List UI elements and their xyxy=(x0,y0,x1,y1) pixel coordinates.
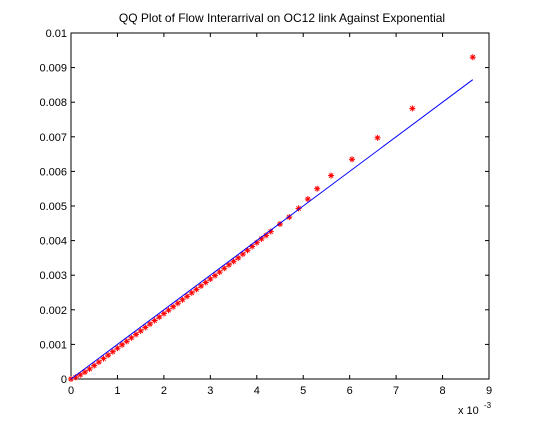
data-point-marker xyxy=(100,355,107,362)
data-point-marker xyxy=(409,105,416,112)
x-tick-label: 8 xyxy=(439,385,445,397)
data-point-marker xyxy=(198,282,205,289)
data-point-marker xyxy=(86,365,93,372)
data-point-marker xyxy=(295,205,302,212)
data-point-marker xyxy=(244,247,251,254)
data-point-marker xyxy=(119,341,126,348)
data-point-marker xyxy=(188,289,195,296)
plot-area xyxy=(70,32,490,380)
reference-line xyxy=(70,79,474,380)
y-tick-label: 0.001 xyxy=(39,339,67,351)
y-tick-label: 0.002 xyxy=(39,305,67,317)
y-tick-label: 0.007 xyxy=(39,132,67,144)
data-point-marker xyxy=(207,276,214,283)
data-point-marker xyxy=(170,303,177,310)
data-point-marker xyxy=(225,261,232,268)
axes-box xyxy=(70,32,490,380)
x-tick-label: 4 xyxy=(254,385,260,397)
data-point-marker xyxy=(314,185,321,192)
data-point-marker xyxy=(137,327,144,334)
data-point-marker xyxy=(105,352,112,359)
data-point-marker xyxy=(123,338,130,345)
y-tick-label: 0.004 xyxy=(39,236,67,248)
data-point-marker xyxy=(374,134,381,141)
data-point-marker xyxy=(216,269,223,276)
y-tick-label: 0.01 xyxy=(46,28,67,40)
data-point-marker xyxy=(109,348,116,355)
y-tick-label: 0.008 xyxy=(39,97,67,109)
data-point-marker xyxy=(469,54,476,61)
data-point-marker xyxy=(235,254,242,261)
y-axis-ticks: 0 0.001 0.002 0.003 0.004 0.005 0.006 0.007 0.00… xyxy=(39,28,489,386)
data-point-marker xyxy=(304,196,311,203)
y-tick-label: 0.006 xyxy=(39,166,67,178)
x-axis-ticks: 0 1 2 3 4 5 6 7 8 9 xyxy=(68,33,492,397)
x-tick-label: 1 xyxy=(114,385,120,397)
data-point-marker xyxy=(211,272,218,279)
reference-line-group xyxy=(70,79,474,380)
data-point-marker xyxy=(156,314,163,321)
x-axis-exponent-base: x 10 xyxy=(458,405,479,417)
y-tick-label: 0.003 xyxy=(39,270,67,282)
data-point-marker xyxy=(202,279,209,286)
data-point-marker xyxy=(95,359,102,366)
data-point-marker xyxy=(328,172,335,179)
data-point-marker xyxy=(174,300,181,307)
y-tick-label: 0 xyxy=(61,374,67,386)
data-point-marker xyxy=(348,156,355,163)
data-point-marker xyxy=(146,320,153,327)
data-point-marker xyxy=(151,317,158,324)
data-point-marker xyxy=(133,331,140,338)
x-tick-label: 6 xyxy=(347,385,353,397)
data-point-marker xyxy=(128,334,135,341)
data-point-marker xyxy=(239,251,246,258)
data-point-marker xyxy=(221,265,228,272)
data-point-marker xyxy=(179,296,186,303)
data-point-marker xyxy=(230,258,237,265)
x-tick-label: 0 xyxy=(68,385,74,397)
data-markers xyxy=(68,54,476,382)
x-tick-label: 3 xyxy=(207,385,213,397)
data-point-marker xyxy=(165,307,172,314)
x-tick-label: 7 xyxy=(393,385,399,397)
chart-title: QQ Plot of Flow Interarrival on OC12 lin… xyxy=(119,11,445,25)
data-point-marker xyxy=(77,371,84,378)
y-tick-label: 0.009 xyxy=(39,63,67,75)
data-point-marker xyxy=(184,293,191,300)
x-axis-exponent-power: -3 xyxy=(484,401,492,410)
data-point-marker xyxy=(81,369,88,376)
x-tick-label: 2 xyxy=(161,385,167,397)
y-tick-label: 0.005 xyxy=(39,201,67,213)
x-tick-label: 9 xyxy=(486,385,492,397)
data-point-marker xyxy=(142,324,149,331)
data-point-marker xyxy=(160,310,167,317)
data-point-marker xyxy=(91,362,98,369)
data-point-marker xyxy=(114,345,121,352)
x-tick-label: 5 xyxy=(300,385,306,397)
data-point-marker xyxy=(193,286,200,293)
